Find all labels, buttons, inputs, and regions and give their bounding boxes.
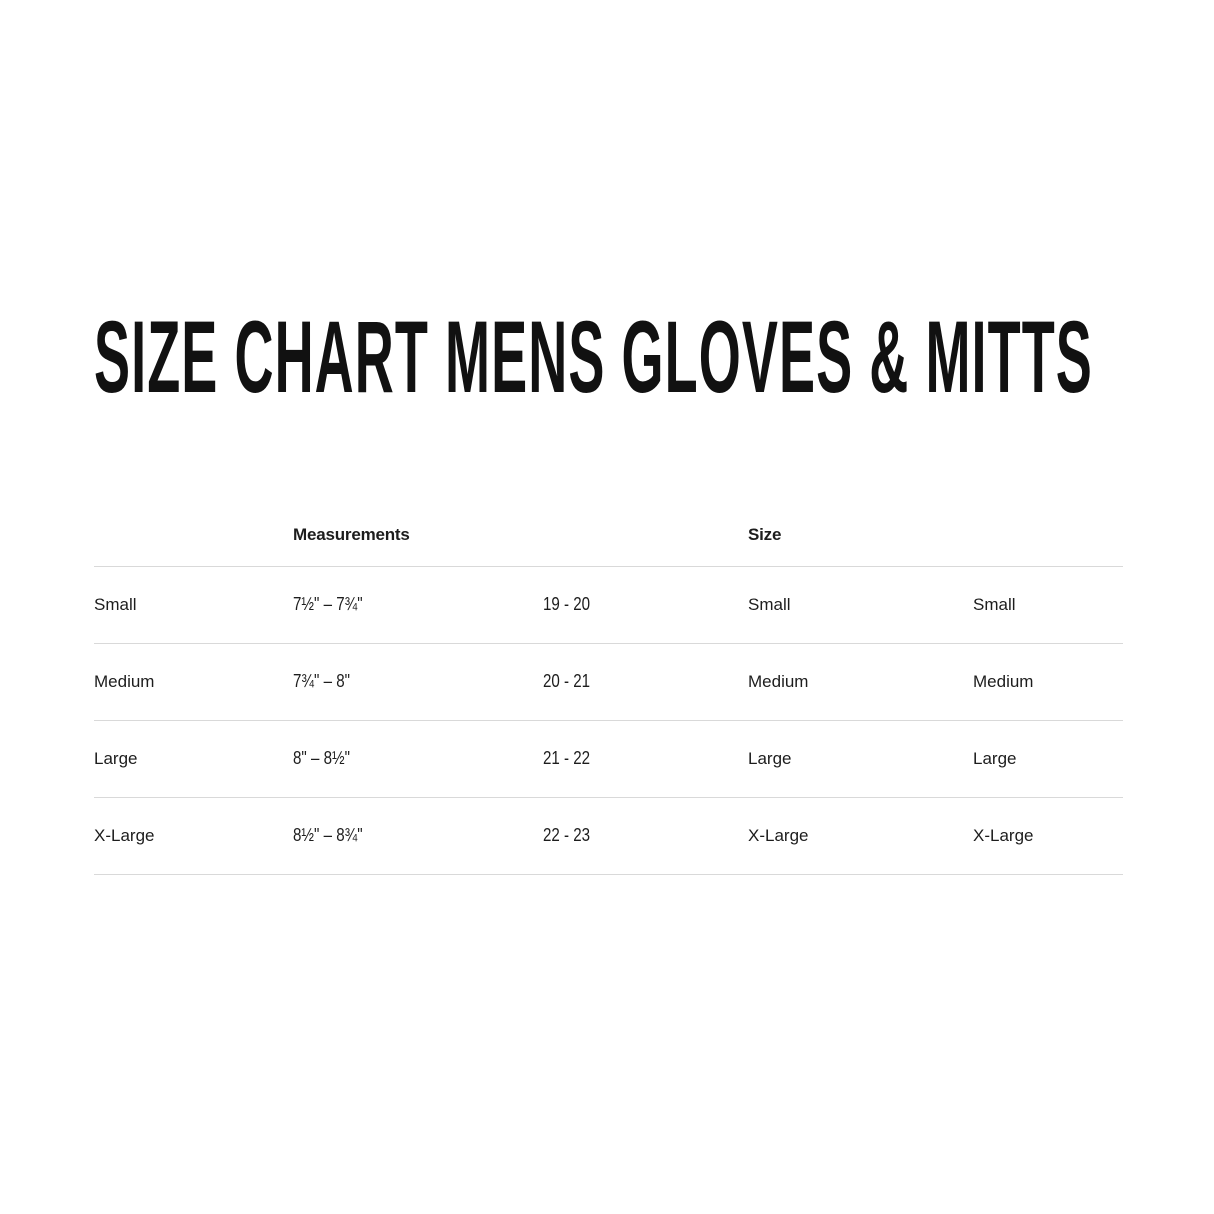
size-table: Measurements Size Small 7½" – 7¾" 19 - 2… (94, 505, 1123, 875)
size-value: Medium (748, 671, 809, 691)
header-size: Size (748, 525, 782, 545)
measurement-inches: 7¾" – 8" (293, 671, 543, 693)
size-value: Small (973, 594, 1016, 614)
measurement-inches-value: 8" – 8½" (293, 748, 350, 769)
measurement-inches: 7½" – 7¾" (293, 594, 543, 616)
measurement-cm-value: 21 - 22 (543, 748, 591, 769)
measurement-cm: 20 - 21 (543, 671, 748, 693)
size-value: X-Large (748, 825, 809, 845)
table-row-medium: Medium 7¾" – 8" 20 - 21 Medium Medium (94, 644, 1123, 721)
size-value: Large (748, 748, 792, 768)
header-measurements: Measurements (293, 525, 410, 545)
measurement-cm-value: 20 - 21 (543, 671, 591, 692)
table-row-xlarge: X-Large 8½" – 8¾" 22 - 23 X-Large X-Larg… (94, 798, 1123, 875)
measurement-cm-value: 22 - 23 (543, 825, 591, 846)
measurement-inches-value: 8½" – 8¾" (293, 825, 363, 846)
measurement-cm: 22 - 23 (543, 825, 748, 847)
size-value: Small (748, 594, 791, 614)
size-value: X-Large (973, 825, 1034, 845)
measurement-inches-value: 7¾" – 8" (293, 671, 350, 692)
measurement-inches: 8" – 8½" (293, 748, 543, 770)
size-value: Large (973, 748, 1017, 768)
measurement-inches-value: 7½" – 7¾" (293, 594, 363, 615)
measurement-cm: 21 - 22 (543, 748, 748, 770)
measurement-inches: 8½" – 8¾" (293, 825, 543, 847)
size-label: Large (94, 748, 138, 768)
table-row-small: Small 7½" – 7¾" 19 - 20 Small Small (94, 567, 1123, 644)
size-label: Medium (94, 671, 155, 691)
size-value: Medium (973, 671, 1034, 691)
measurement-cm: 19 - 20 (543, 594, 748, 616)
size-label: Small (94, 594, 137, 614)
table-header-row: Measurements Size (94, 505, 1123, 567)
measurement-cm-value: 19 - 20 (543, 594, 591, 615)
page-title: SIZE CHART MENS GLOVES & MITTS (94, 300, 1093, 414)
table-row-large: Large 8" – 8½" 21 - 22 Large Large (94, 721, 1123, 798)
size-label: X-Large (94, 825, 155, 845)
